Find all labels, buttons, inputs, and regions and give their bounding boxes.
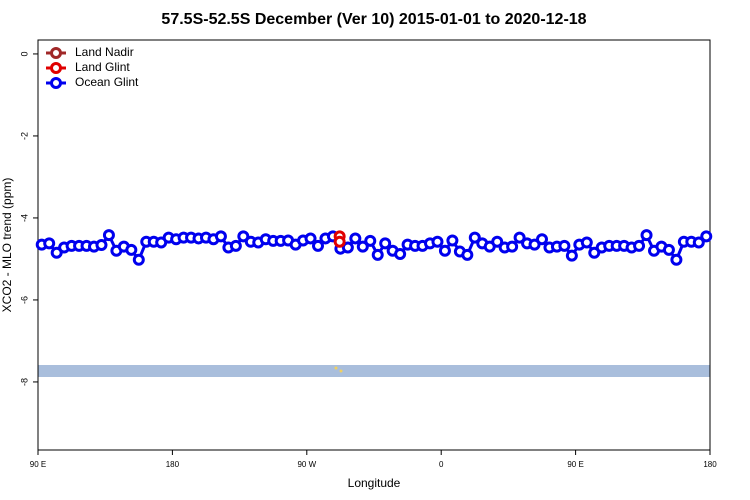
data-point	[229, 239, 242, 252]
x-tick-label: 90 E	[30, 460, 46, 469]
y-axis-label: XCO2 - MLO trend (ppm)	[0, 178, 14, 313]
land-dot	[334, 366, 338, 370]
data-point	[312, 239, 324, 252]
x-tick-label: 90 W	[297, 460, 316, 469]
data-point	[379, 237, 392, 250]
data-point	[43, 237, 56, 250]
data-point	[237, 230, 250, 243]
data-point	[506, 240, 519, 253]
chart-title: 57.5S-52.5S December (Ver 10) 2015-01-01…	[161, 11, 586, 28]
data-point	[588, 246, 601, 259]
y-tick-label: -4	[19, 214, 29, 222]
data-point	[670, 253, 683, 266]
legend-marker	[50, 77, 62, 89]
land-strip	[38, 365, 710, 377]
data-point	[491, 235, 504, 248]
y-tick-label: -2	[19, 132, 29, 140]
data-point	[692, 236, 705, 249]
legend-marker	[50, 47, 62, 59]
data-point	[95, 239, 108, 251]
data-point	[536, 233, 548, 246]
data-point	[304, 232, 317, 245]
data-point	[50, 246, 63, 259]
x-tick-label: 180	[166, 460, 180, 469]
data-point	[349, 232, 362, 245]
data-point	[333, 235, 346, 248]
data-point	[662, 243, 675, 256]
data-point	[468, 231, 481, 244]
data-point	[446, 234, 459, 247]
data-point	[394, 248, 407, 261]
data-point	[431, 235, 444, 248]
data-point	[364, 234, 377, 247]
x-tick-label: 90 E	[567, 460, 583, 469]
data-point	[513, 231, 526, 244]
land-dot	[339, 369, 343, 373]
x-axis-label: Longitude	[348, 476, 401, 490]
data-point	[356, 240, 369, 253]
data-point	[580, 236, 593, 249]
data-point	[371, 248, 384, 261]
data-point	[461, 248, 474, 261]
data-point	[640, 229, 653, 242]
y-tick-label: 0	[19, 51, 29, 56]
data-point	[214, 230, 227, 243]
x-tick-label: 0	[439, 460, 444, 469]
data-point	[565, 249, 578, 262]
legend-marker	[50, 62, 62, 74]
legend-label: Ocean Glint	[75, 75, 139, 89]
data-point	[341, 241, 354, 254]
data-point	[633, 239, 646, 252]
data-point	[438, 244, 451, 257]
legend-label: Land Nadir	[75, 45, 134, 59]
data-point	[132, 253, 145, 266]
data-point	[102, 229, 115, 242]
data-point	[558, 239, 571, 252]
legend-label: Land Glint	[75, 60, 130, 74]
data-point	[125, 243, 138, 256]
y-tick-label: -6	[19, 296, 29, 304]
y-tick-label: -8	[19, 378, 29, 386]
x-tick-label: 180	[703, 460, 717, 469]
data-point	[700, 230, 713, 243]
data-point	[528, 238, 541, 251]
